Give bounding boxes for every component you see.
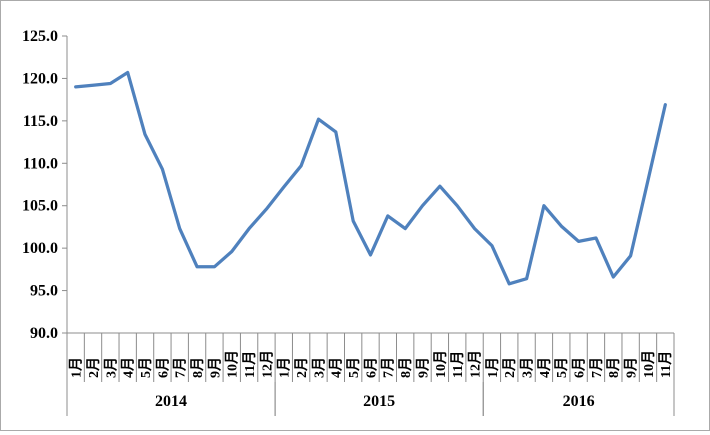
month-label: 7月 — [589, 357, 605, 378]
year-label: 2016 — [563, 393, 595, 410]
y-axis-tick-label: 95.0 — [30, 283, 58, 300]
month-label: 2月 — [294, 357, 310, 378]
month-label: 10月 — [433, 350, 449, 378]
month-label: 10月 — [225, 350, 241, 378]
month-label: 6月 — [363, 357, 379, 378]
y-axis-tick-label: 90.0 — [30, 325, 58, 342]
month-label: 1月 — [485, 357, 501, 378]
month-label: 1月 — [277, 357, 293, 378]
month-label: 6月 — [572, 357, 588, 378]
month-label: 11月 — [658, 351, 674, 378]
month-label: 9月 — [415, 357, 431, 378]
y-axis-tick-label: 105.0 — [22, 198, 58, 215]
y-axis-tick-label: 110.0 — [23, 155, 58, 172]
month-label: 5月 — [554, 357, 570, 378]
month-label: 5月 — [138, 357, 154, 378]
y-axis-tick-label: 125.0 — [22, 28, 58, 45]
month-label: 8月 — [190, 357, 206, 378]
month-label: 8月 — [606, 357, 622, 378]
month-label: 3月 — [519, 357, 535, 378]
month-label: 8月 — [398, 357, 414, 378]
month-label: 4月 — [537, 357, 553, 378]
month-label: 2月 — [502, 357, 518, 378]
y-axis-tick-label: 120.0 — [22, 70, 58, 87]
month-label: 4月 — [329, 357, 345, 378]
month-label: 11月 — [450, 351, 466, 378]
y-axis-tick-label: 100.0 — [22, 240, 58, 257]
month-label: 2月 — [86, 357, 102, 378]
month-label: 7月 — [173, 357, 189, 378]
month-label: 4月 — [121, 357, 137, 378]
year-label: 2015 — [363, 393, 395, 410]
month-label: 10月 — [641, 350, 657, 378]
month-label: 12月 — [259, 350, 275, 378]
month-label: 5月 — [346, 357, 362, 378]
data-line-series — [74, 70, 667, 286]
month-label: 12月 — [467, 350, 483, 378]
month-label: 11月 — [242, 351, 258, 378]
month-label: 9月 — [207, 357, 223, 378]
month-label: 3月 — [103, 357, 119, 378]
month-label: 3月 — [311, 357, 327, 378]
year-label: 2014 — [155, 393, 187, 410]
month-label: 9月 — [624, 357, 640, 378]
month-label: 1月 — [69, 357, 85, 378]
month-label: 7月 — [381, 357, 397, 378]
y-axis-tick-label: 115.0 — [23, 113, 58, 130]
month-label: 6月 — [155, 357, 171, 378]
